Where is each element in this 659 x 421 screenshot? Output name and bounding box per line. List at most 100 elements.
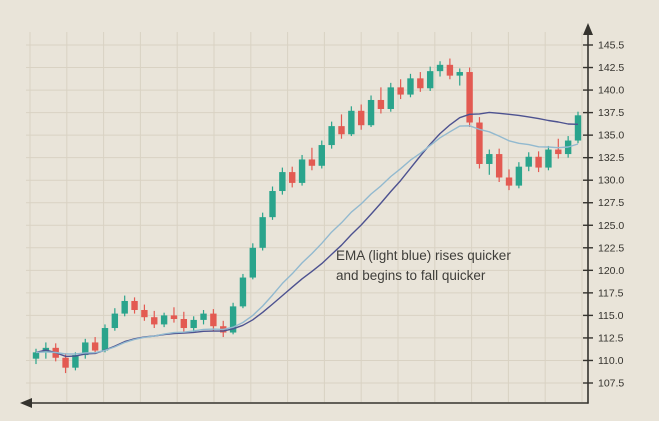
y-axis-tick-label: 127.5 — [598, 197, 624, 209]
y-axis-tick-label: 135.0 — [598, 130, 624, 142]
candle-body — [417, 78, 424, 89]
candle-body — [279, 172, 286, 192]
candle-up — [456, 68, 463, 86]
candle-down — [141, 304, 148, 321]
candle-body — [101, 328, 109, 351]
candle-body — [249, 247, 256, 278]
candle-body — [407, 78, 414, 95]
candle-body — [574, 115, 582, 141]
y-axis-tick-label: 145.5 — [598, 40, 624, 52]
candle-body — [318, 145, 325, 166]
ema-annotation: EMA (light blue) rises quicker and begin… — [336, 248, 511, 284]
ema-line — [35, 125, 579, 355]
candle-up — [298, 154, 306, 186]
candle-up — [574, 111, 582, 144]
candle-body — [131, 300, 138, 310]
candle-body — [515, 166, 523, 186]
candle-down — [358, 104, 365, 130]
candle-body — [200, 313, 207, 320]
candle-body — [170, 315, 178, 320]
candle-down — [466, 67, 473, 128]
candle-body — [426, 71, 434, 89]
candle-body — [269, 191, 276, 218]
candle-up — [387, 82, 394, 112]
candle-down — [446, 58, 454, 80]
y-axis-tick-label: 120.0 — [598, 265, 624, 277]
candle-body — [397, 87, 404, 95]
candle-down — [151, 310, 158, 329]
candle-up — [525, 152, 532, 172]
candle-down — [91, 337, 99, 355]
candle-body — [338, 126, 345, 135]
candle-body — [62, 357, 69, 368]
candle-up — [259, 212, 266, 251]
candle-body — [160, 315, 168, 325]
candle-body — [289, 172, 296, 183]
candle-down — [289, 166, 296, 188]
y-axis-ticks: 145.5 142.5 140.0 137.5 135.0 132.5 130.0 127.5… — [583, 40, 624, 390]
candle-body — [72, 355, 79, 368]
candle-body — [190, 319, 197, 329]
y-axis-tick-label: 130.0 — [598, 175, 624, 187]
candle-body — [82, 342, 89, 356]
candle-up — [436, 61, 444, 77]
y-axis-tick-label: 132.5 — [598, 152, 624, 164]
sma-line — [35, 111, 579, 358]
candle-body — [111, 313, 119, 329]
candle-up — [160, 312, 168, 328]
candle-body — [358, 110, 365, 126]
y-axis-tick-label: 125.0 — [598, 220, 624, 232]
candle-up — [101, 324, 109, 353]
candle-up — [318, 140, 325, 169]
candle-body — [259, 217, 266, 248]
candle-body — [545, 149, 552, 168]
candle-up — [486, 149, 493, 175]
candle-up — [72, 352, 79, 371]
candle-down — [338, 114, 345, 139]
candle-body — [121, 300, 128, 314]
candle-down — [397, 79, 404, 100]
candle-down — [417, 72, 424, 92]
candle-up — [121, 295, 128, 317]
candle-up — [32, 348, 40, 365]
candle-up — [367, 95, 375, 128]
candle-body — [486, 154, 493, 164]
candle-body — [495, 154, 503, 178]
candle-body — [298, 159, 306, 183]
candle-body — [151, 317, 158, 325]
candle-up — [348, 106, 355, 137]
candle-body — [555, 149, 562, 155]
candle-down — [170, 307, 178, 323]
candle-body — [367, 99, 375, 126]
candle-down — [476, 117, 483, 169]
candle-body — [505, 177, 513, 186]
candle-body — [180, 319, 188, 329]
y-axis-tick-label: 107.5 — [598, 378, 624, 390]
candles — [32, 58, 582, 374]
candle-down — [377, 87, 385, 114]
candle-up — [545, 145, 552, 171]
candle-body — [91, 342, 99, 351]
candle-up — [515, 162, 523, 189]
candle-body — [436, 64, 444, 72]
y-axis-tick-label: 142.5 — [598, 62, 624, 74]
candle-body — [141, 309, 148, 318]
candle-up — [269, 186, 276, 220]
candle-up — [249, 243, 256, 280]
candle-down — [131, 297, 138, 314]
candle-body — [387, 87, 394, 109]
y-axis-tick-label: 115.0 — [598, 310, 624, 322]
candle-up — [407, 73, 414, 98]
y-axis-tick-label: 140.0 — [598, 85, 624, 97]
candle-body — [308, 159, 316, 166]
candle-down — [308, 147, 316, 171]
candle-up — [200, 309, 207, 325]
candle-down — [210, 309, 217, 331]
y-axis-tick-label: 137.5 — [598, 107, 624, 119]
candle-body — [377, 99, 385, 109]
grid-lines — [26, 32, 586, 402]
axes — [25, 30, 589, 404]
